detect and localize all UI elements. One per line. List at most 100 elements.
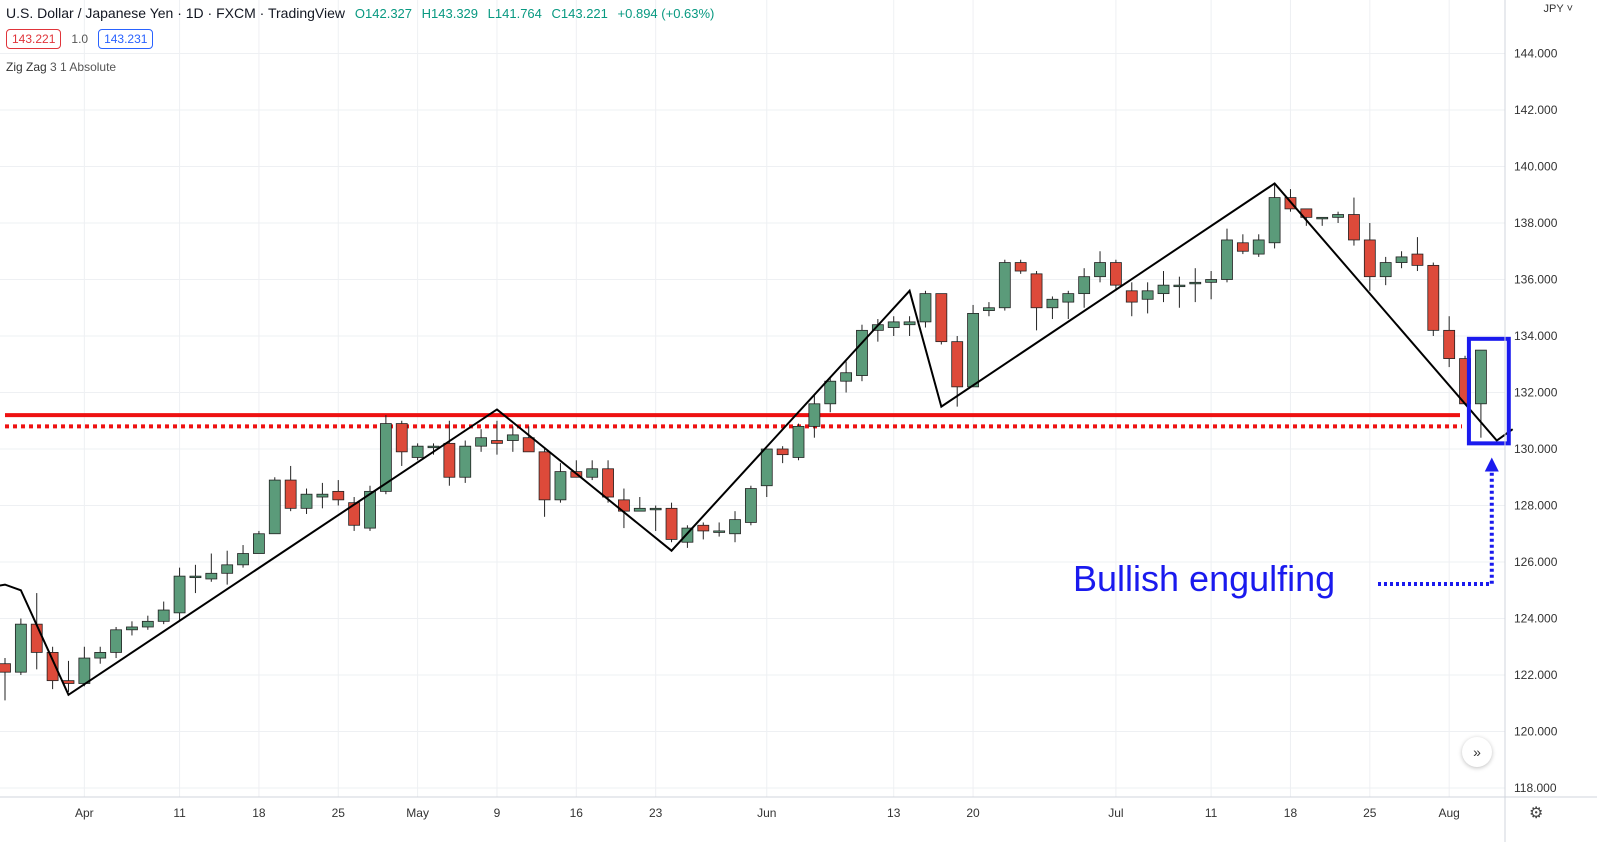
candle-up [1094,262,1106,278]
candle-up [1205,279,1218,283]
candle-down [697,524,710,532]
currency-selector[interactable]: JPY ˅ [1543,3,1573,15]
candle-up [983,307,995,311]
y-tick-label: 124.000 [1514,612,1558,626]
candle-up [681,527,694,543]
change-value: +0.894 (+0.63%) [617,6,715,21]
ohlc-values: O142.327 H143.329 L141.764 C143.221 +0.8… [355,6,720,21]
y-tick-label: 130.000 [1514,442,1558,456]
x-tick-label: 9 [494,806,501,820]
candle-up [411,445,424,458]
candle-up [300,493,313,509]
x-tick-label: 23 [649,806,663,820]
y-tick-label: 118.000 [1514,781,1557,795]
candle-up [586,468,599,478]
candle-down [443,442,456,478]
close-value: C143.221 [551,6,608,21]
candle-up [1157,284,1170,295]
indicator-name[interactable]: Zig Zag [6,60,47,74]
sell-price-button[interactable]: 143.221 [6,29,62,49]
indicator-params: 3 1 Absolute [50,60,117,74]
annotation-overlay [1378,336,1511,586]
engulfing-highlight-box [1466,336,1511,446]
candle-down [46,652,59,682]
candle-down [951,341,964,388]
y-tick-label: 126.000 [1514,555,1558,569]
candle-up [14,623,27,673]
candle-down [1348,214,1360,241]
candle-down [665,507,678,540]
x-tick-label: Aug [1438,806,1459,820]
y-tick-label: 132.000 [1514,386,1558,400]
candle-up [887,321,900,328]
y-tick-label: 144.000 [1514,47,1558,61]
indicator-legend[interactable]: Zig Zag 3 1 Absolute [6,60,116,74]
x-tick-label: 18 [252,806,266,820]
candle-up [173,575,186,614]
symbol-legend[interactable]: U.S. Dollar / Japanese Yen · 1D · FXCM ·… [6,5,720,21]
candle-down [30,623,43,653]
candle-up [1189,281,1202,285]
candle-up [856,329,868,376]
candle-up [1046,298,1059,309]
gear-icon[interactable]: ⚙ [1529,805,1544,822]
trade-price-row: 143.221 1.0 143.231 [6,29,154,49]
zigzag-indicator [0,182,1514,697]
support-lines [5,413,1462,429]
candle-down [1363,239,1376,278]
candle-down [776,448,789,456]
candle-up [1332,214,1344,218]
candle-down [1443,329,1456,360]
candle-down [1236,242,1249,252]
double-chevron-right-icon: » [1473,744,1481,760]
candle-down [1110,262,1122,286]
candle-up [205,572,218,580]
buy-price-button[interactable]: 143.231 [98,29,154,49]
spread-value: 1.0 [71,32,89,46]
y-tick-label: 122.000 [1514,668,1558,682]
candle-up [364,490,376,529]
candle-up [253,533,265,554]
candle-up [1475,349,1487,405]
x-tick-label: 20 [966,806,980,820]
symbol-title[interactable]: U.S. Dollar / Japanese Yen · 1D · FXCM ·… [6,5,346,21]
candle-up [141,620,154,628]
annotation-dotted-arrow [1378,471,1494,586]
candle-up [268,479,281,535]
bullish-engulfing-label: Bullish engulfing [1073,558,1336,599]
y-tick-label: 140.000 [1514,160,1558,174]
candle-up [1379,262,1392,278]
candle-up [316,493,329,498]
x-tick-label: Jun [757,806,776,820]
candle-up [840,372,853,382]
scroll-to-realtime-button[interactable]: » [1462,737,1492,767]
candle-up [506,434,519,441]
candle-up [189,575,202,579]
open-value: O142.327 [354,6,413,21]
y-tick-label: 128.000 [1514,499,1558,513]
candle-up [1078,276,1091,295]
candle-up [792,425,805,458]
candle-up [633,507,646,512]
candle-up [94,652,107,659]
candle-down [284,479,297,509]
candle-up [1268,197,1281,244]
zigzag-line [0,182,1514,697]
x-tick-label: 16 [570,806,584,820]
y-tick-label: 142.000 [1514,103,1558,117]
candle-up [379,423,392,492]
candle-up [713,530,726,533]
candle-down [62,680,75,684]
candle-up [1062,293,1075,303]
candle-down [602,468,614,498]
candle-up [554,471,567,501]
y-tick-label: 134.000 [1514,329,1558,343]
candle-down [1030,273,1043,309]
annotation-arrowhead [1484,457,1499,472]
candle-up [1252,239,1265,255]
x-tick-label: 25 [332,806,346,820]
y-tick-label: 138.000 [1514,216,1558,230]
candle-up [1141,290,1154,300]
